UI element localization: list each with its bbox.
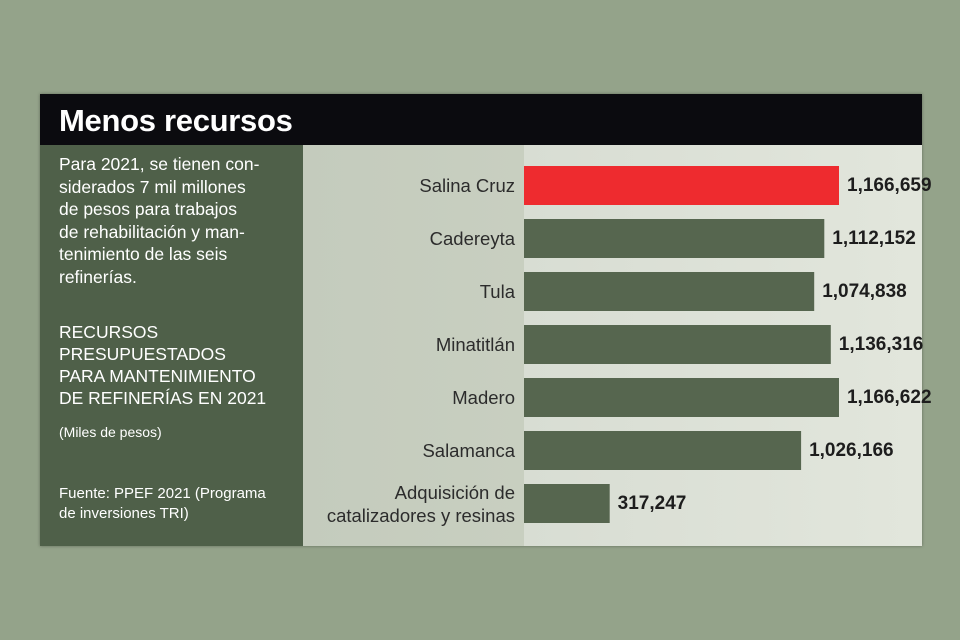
chart-heading-line: DE REFINERÍAS EN 2021 xyxy=(59,388,267,408)
category-label: Tula xyxy=(305,280,515,303)
category-label-line: Cadereyta xyxy=(429,228,515,249)
category-label: Salina Cruz xyxy=(305,174,515,197)
value-label: 1,074,838 xyxy=(822,280,907,302)
bar-6 xyxy=(524,484,610,523)
category-label: Madero xyxy=(305,386,515,409)
infographic-card: Menos recursos Para 2021, se tienen con-… xyxy=(40,94,932,546)
source-line: Fuente: PPEF 2021 (Programa xyxy=(59,485,266,502)
description-line: de rehabilitación y man- xyxy=(59,221,245,242)
category-label-line: Madero xyxy=(452,387,515,408)
value-label: 1,166,622 xyxy=(846,386,932,408)
category-label-line: Adquisición de xyxy=(394,481,515,503)
category-label-line: Salamanca xyxy=(422,440,515,461)
description-line: de pesos para trabajos xyxy=(59,199,238,219)
chart-heading: RECURSOS PRESUPUESTADOS PARA MANTENIMIEN… xyxy=(59,321,299,409)
bar-5 xyxy=(524,431,802,470)
bar-chart xyxy=(524,166,839,523)
chart-heading-line: PRESUPUESTADOS xyxy=(59,344,226,364)
value-label: 317,247 xyxy=(617,492,687,514)
title-bar: Menos recursos xyxy=(40,94,922,145)
bar-1 xyxy=(524,219,825,258)
chart-area: 1,166,659 Salina Cruz 1,112,152 Cadereyta 1,… xyxy=(303,145,932,546)
bar-4 xyxy=(524,378,839,417)
description-text: Para 2021, se tienen con- siderados 7 mi… xyxy=(59,153,295,288)
units-note: (Miles de pesos) xyxy=(59,424,162,440)
bar-3 xyxy=(524,325,831,364)
category-label-line: catalizadores y resinas xyxy=(326,504,515,526)
info-sidebar: Para 2021, se tienen con- siderados 7 mi… xyxy=(40,145,303,546)
chart-heading-line: RECURSOS xyxy=(59,322,159,342)
category-label: Cadereyta xyxy=(305,227,515,250)
description-line: Para 2021, se tienen con- xyxy=(59,154,260,174)
description-line: tenimiento de las seis xyxy=(59,244,228,264)
bar-2 xyxy=(524,272,815,311)
category-label-line: Minatitlán xyxy=(435,334,515,355)
value-label: 1,112,152 xyxy=(832,227,916,249)
chart-title: Menos recursos xyxy=(59,103,293,138)
source-note: Fuente: PPEF 2021 (Programa de inversion… xyxy=(59,484,299,524)
description-line: siderados 7 mil millones xyxy=(59,176,246,197)
description-line: refinerías. xyxy=(59,266,137,287)
category-label-line: Salina Cruz xyxy=(419,175,515,196)
bar-0 xyxy=(524,166,839,205)
value-label: 1,026,166 xyxy=(809,439,894,461)
category-label: Adquisición de catalizadores y resinas xyxy=(305,481,515,527)
source-line: de inversiones TRI) xyxy=(59,505,189,522)
value-label: 1,136,316 xyxy=(838,333,924,355)
category-label: Salamanca xyxy=(305,439,515,462)
value-label: 1,166,659 xyxy=(847,174,932,196)
category-label-line: Tula xyxy=(479,281,515,302)
category-label: Minatitlán xyxy=(305,333,515,356)
chart-heading-line: PARA MANTENIMIENTO xyxy=(59,366,256,386)
